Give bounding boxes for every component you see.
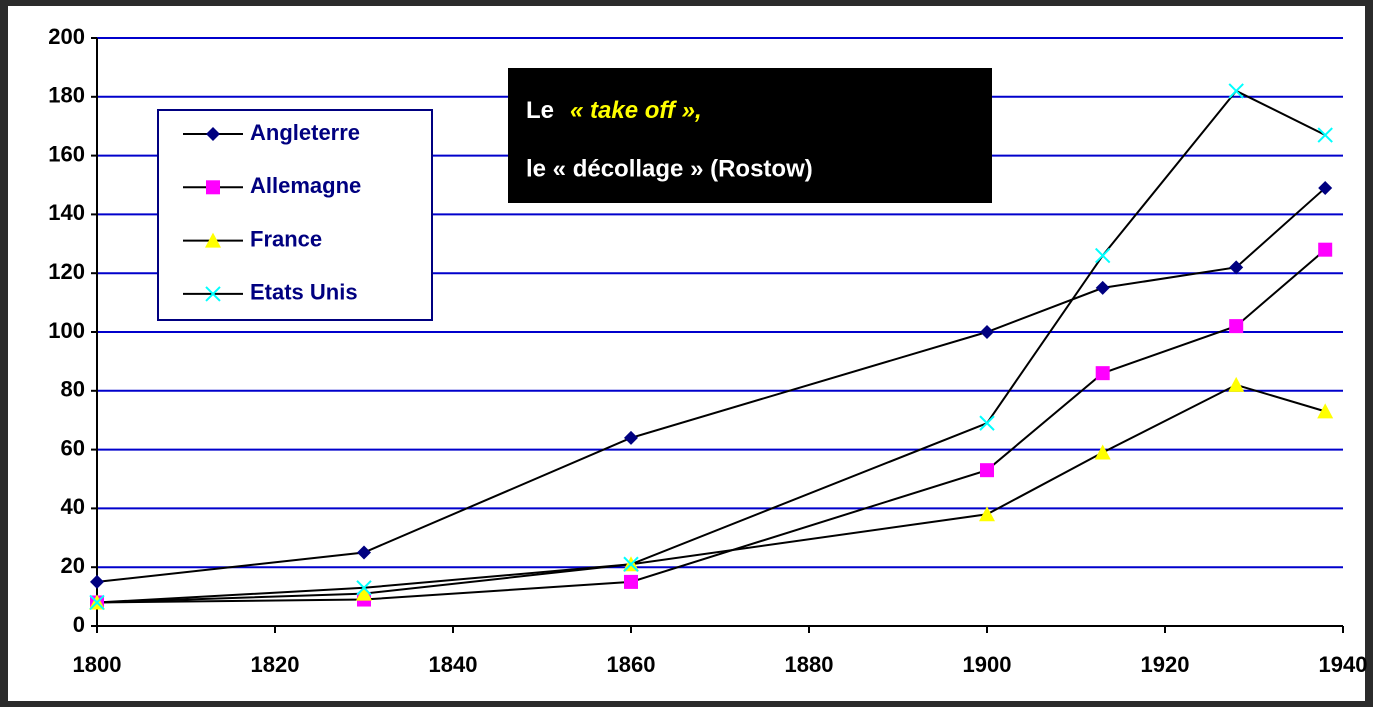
y-tick-label: 120 bbox=[48, 259, 85, 284]
annotation-box bbox=[508, 68, 992, 203]
marker bbox=[206, 180, 220, 195]
marker bbox=[356, 585, 372, 601]
marker bbox=[1095, 366, 1110, 381]
marker bbox=[206, 127, 220, 141]
legend-label: Angleterre bbox=[250, 120, 360, 145]
marker bbox=[1229, 260, 1244, 275]
marker bbox=[1229, 319, 1244, 334]
marker bbox=[980, 463, 994, 478]
marker bbox=[1094, 444, 1111, 460]
marker bbox=[357, 545, 371, 560]
marker bbox=[623, 556, 639, 572]
legend-box bbox=[157, 109, 433, 321]
legend-label: Etats Unis bbox=[250, 280, 358, 305]
marker bbox=[1317, 403, 1334, 419]
marker bbox=[1095, 280, 1110, 295]
x-tick-label: 1860 bbox=[607, 652, 656, 677]
marker bbox=[356, 580, 372, 596]
marker bbox=[1228, 376, 1245, 392]
marker bbox=[624, 574, 638, 589]
y-tick-label: 40 bbox=[61, 494, 85, 519]
legend-label: France bbox=[250, 226, 322, 251]
annotation-text: Le bbox=[526, 97, 554, 124]
annotation-text: le « décollage » (Rostow) bbox=[526, 155, 813, 182]
legend-label: Allemagne bbox=[250, 173, 361, 198]
legend: Angleterre Allemagne France Etats Unis bbox=[157, 109, 433, 321]
marker bbox=[1318, 180, 1333, 195]
marker bbox=[90, 574, 104, 589]
y-tick-label: 160 bbox=[48, 141, 85, 166]
y-tick-label: 180 bbox=[48, 83, 85, 108]
y-tick-label: 80 bbox=[61, 377, 85, 402]
marker bbox=[1228, 83, 1244, 99]
y-tick-label: 60 bbox=[61, 435, 85, 460]
marker bbox=[1318, 242, 1333, 257]
marker bbox=[979, 506, 995, 522]
marker bbox=[89, 594, 105, 611]
y-tick-label: 20 bbox=[61, 553, 85, 578]
y-tick-label: 140 bbox=[48, 200, 85, 225]
marker bbox=[205, 286, 221, 302]
x-tick-label: 1840 bbox=[429, 652, 478, 677]
marker bbox=[1317, 127, 1333, 143]
marker bbox=[1094, 247, 1111, 264]
x-tick-label: 1900 bbox=[963, 652, 1012, 677]
marker bbox=[980, 325, 994, 339]
x-tick-label: 1920 bbox=[1141, 652, 1190, 677]
y-tick-label: 200 bbox=[48, 24, 85, 49]
x-tick-label: 1940 bbox=[1319, 652, 1368, 677]
y-tick-label: 100 bbox=[48, 318, 85, 343]
marker bbox=[979, 415, 995, 431]
x-tick-label: 1820 bbox=[251, 652, 300, 677]
y-tick-label: 0 bbox=[73, 612, 85, 637]
annotation: Le « take off », bbox=[526, 97, 702, 124]
annotation-text: « take off », bbox=[570, 97, 702, 124]
marker bbox=[624, 430, 638, 445]
x-tick-label: 1880 bbox=[785, 652, 834, 677]
marker bbox=[205, 232, 221, 248]
x-tick-label: 1800 bbox=[73, 652, 122, 677]
